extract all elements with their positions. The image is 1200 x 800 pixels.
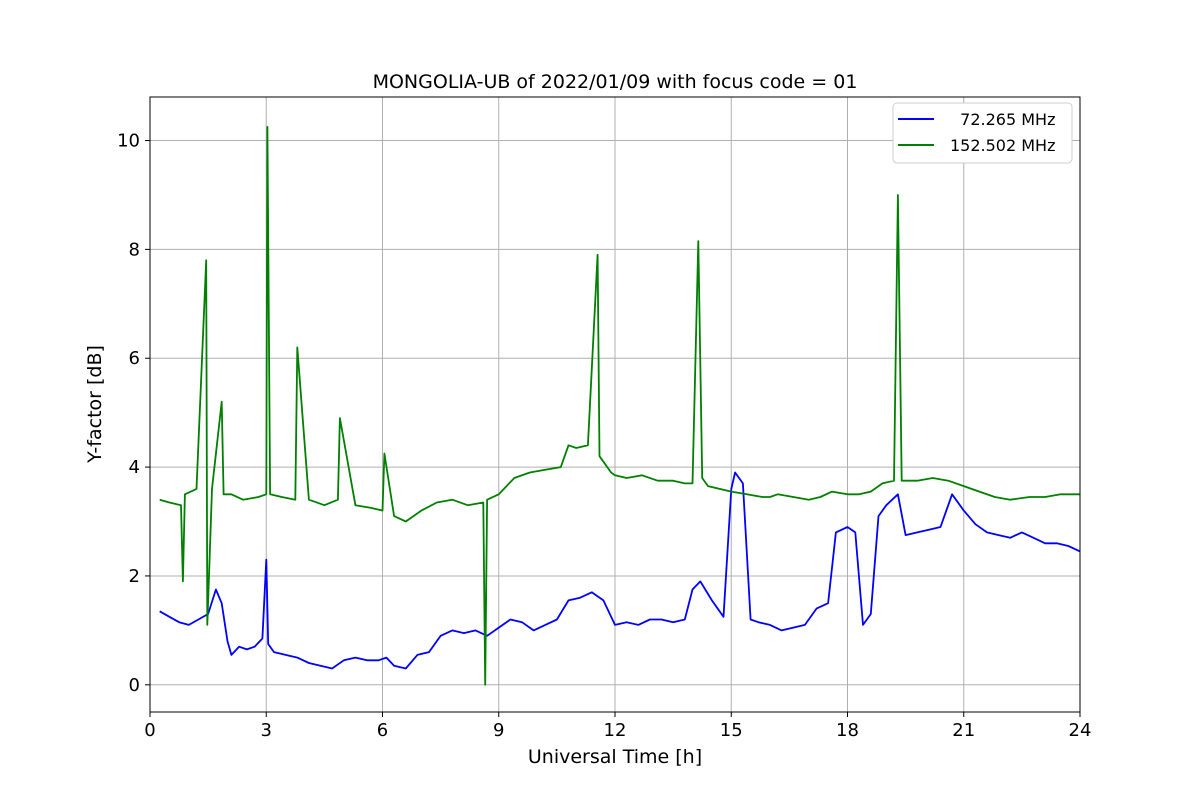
x-axis-label: Universal Time [h]	[528, 746, 702, 768]
y-tick-label: 0	[129, 675, 140, 696]
x-tick-label: 18	[836, 720, 859, 741]
grid	[149, 97, 1081, 712]
x-tick-label: 3	[261, 720, 272, 741]
plot-lines	[159, 126, 1081, 686]
series-line-72mhz	[159, 471, 1081, 670]
series-line-152mhz	[159, 126, 1080, 686]
x-tick-label: 9	[493, 720, 504, 741]
chart-title: MONGOLIA-UB of 2022/01/09 with focus cod…	[373, 71, 858, 93]
x-tick-label: 0	[144, 720, 155, 741]
y-tick-label: 2	[129, 566, 140, 587]
y-tick-label: 8	[129, 239, 140, 260]
y-axis-label: Y-factor [dB]	[84, 345, 106, 464]
y-tick-label: 6	[129, 348, 140, 369]
x-tick-label: 21	[952, 720, 975, 741]
legend-label-72mhz: 72.265 MHz	[950, 110, 1055, 129]
legend-label-152mhz: 152.502 MHz	[950, 136, 1055, 155]
legend: 72.265 MHz 152.502 MHz	[892, 102, 1073, 164]
x-tick-label: 24	[1069, 720, 1092, 741]
x-tick-label: 6	[377, 720, 388, 741]
x-tick-label: 15	[720, 720, 743, 741]
y-tick-label: 10	[117, 131, 140, 152]
x-tick-label: 12	[604, 720, 627, 741]
y-tick-label: 4	[129, 457, 140, 478]
legend-box	[892, 102, 1073, 164]
